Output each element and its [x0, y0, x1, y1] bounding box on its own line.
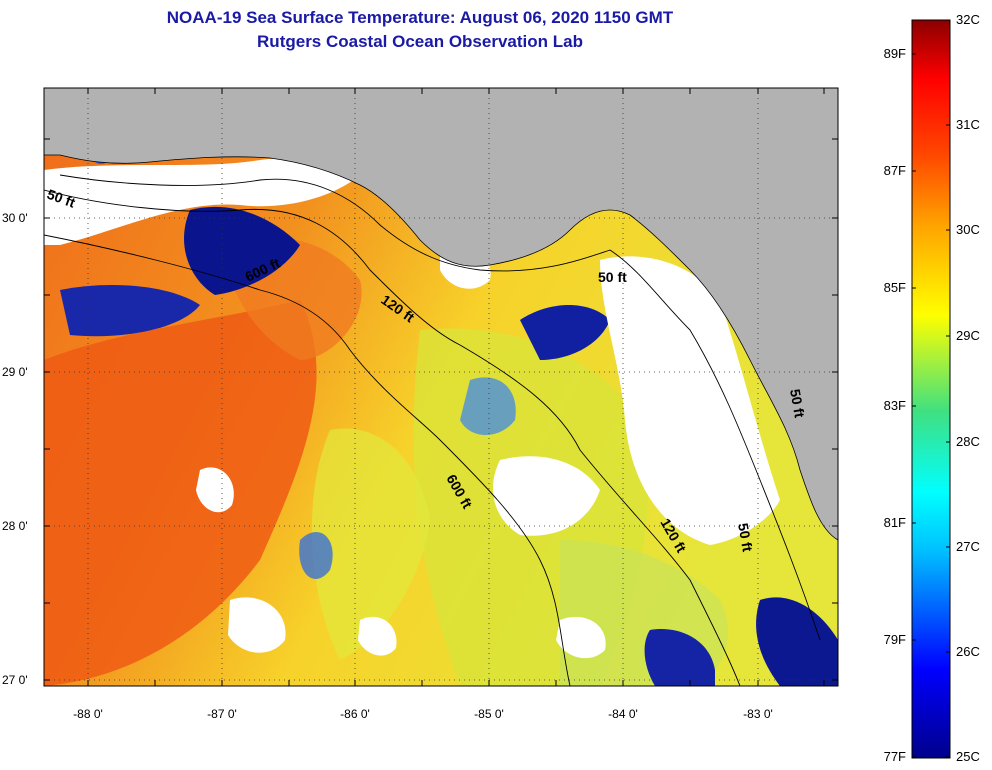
- cold-patch-7: [460, 377, 516, 435]
- warm-region: [44, 300, 317, 686]
- colorbar-label-27c: 27C: [956, 539, 980, 554]
- lon-label-85: -85 0': [474, 707, 504, 721]
- colorbar-label-29c: 29C: [956, 328, 980, 343]
- colorbar-label-31c: 31C: [956, 117, 980, 132]
- title-line-1: NOAA-19 Sea Surface Temperature: August …: [166, 8, 674, 27]
- colorbar-label-89f: 89F: [884, 46, 906, 61]
- map-frame: [43, 87, 839, 687]
- cold-patch-4: [756, 597, 838, 686]
- lat-label-29: 29 0': [2, 365, 28, 379]
- coastline: [44, 88, 838, 541]
- colorbar-gradient: [911, 19, 951, 759]
- lon-label-87: -87 0': [207, 707, 237, 721]
- lat-label-28: 28 0': [2, 519, 28, 533]
- cold-patch-5: [644, 629, 715, 686]
- lon-label-84: -84 0': [608, 707, 638, 721]
- cold-patch-1: [184, 206, 300, 295]
- colorbar-label-30c: 30C: [956, 222, 980, 237]
- cool-region-2: [311, 428, 430, 660]
- cloud-4: [228, 597, 286, 653]
- lon-label-86: -86 0': [340, 707, 370, 721]
- contour-label-50ft-east: 50 ft: [787, 388, 808, 419]
- lon-label-88: -88 0': [73, 707, 103, 721]
- colorbar: 32C 31C 30C 29C 28C 27C 26C 25C 89F 87F …: [884, 12, 980, 764]
- lat-label-30: 30 0': [2, 211, 28, 225]
- cloud-5: [358, 616, 397, 656]
- cloud-6: [556, 616, 606, 659]
- cold-patch-2: [60, 285, 200, 337]
- colorbar-label-77f: 77F: [884, 749, 906, 764]
- colorbar-label-85f: 85F: [884, 280, 906, 295]
- contour-label-50ft-south: 50 ft: [735, 522, 756, 553]
- cold-patch-8: [299, 531, 333, 579]
- colorbar-label-79f: 79F: [884, 632, 906, 647]
- lat-label-27: 27 0': [2, 673, 28, 687]
- contour-label-50ft-bay: 50 ft: [598, 269, 627, 285]
- cold-patch-3: [520, 305, 610, 360]
- cloud-8: [196, 467, 234, 513]
- cloud-2: [600, 256, 780, 545]
- colorbar-label-25c: 25C: [956, 749, 980, 764]
- title-line-2: Rutgers Coastal Ocean Observation Lab: [257, 32, 583, 51]
- colorbar-label-26c: 26C: [956, 644, 980, 659]
- colorbar-label-81f: 81F: [884, 515, 906, 530]
- land-mass: [44, 88, 838, 540]
- map-area: [44, 88, 838, 686]
- colorbar-label-87f: 87F: [884, 163, 906, 178]
- cloud-1: [44, 158, 360, 245]
- cloud-3: [492, 456, 600, 536]
- colorbar-ticks: [912, 19, 950, 758]
- lon-label-83: -83 0': [743, 707, 773, 721]
- axis-ticks: [44, 88, 838, 686]
- colorbar-label-28c: 28C: [956, 434, 980, 449]
- bathymetry-contours: [44, 174, 821, 686]
- colorbar-label-32c: 32C: [956, 12, 980, 27]
- colorbar-label-83f: 83F: [884, 398, 906, 413]
